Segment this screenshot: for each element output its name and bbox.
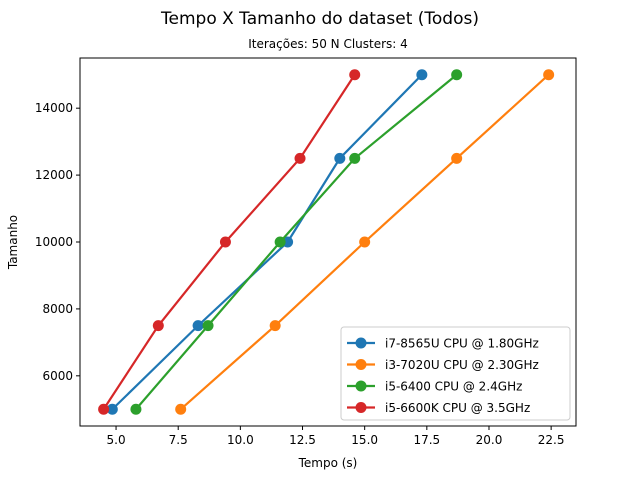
- data-point: [202, 320, 214, 332]
- data-point: [130, 403, 142, 415]
- data-point: [152, 320, 164, 332]
- data-point: [192, 320, 204, 332]
- y-tick-label: 14000: [35, 101, 73, 115]
- data-point: [98, 403, 110, 415]
- data-point: [451, 152, 463, 164]
- data-point: [349, 152, 361, 164]
- series-3: [130, 69, 463, 415]
- data-point: [106, 403, 118, 415]
- data-point: [416, 69, 428, 81]
- legend-box: [340, 326, 571, 421]
- data-point: [175, 403, 187, 415]
- x-tick-label: 15.0: [351, 433, 378, 447]
- data-point: [543, 69, 555, 81]
- legend-marker: [355, 359, 367, 370]
- x-tick-label: 10.0: [227, 433, 254, 447]
- chart-subtitle: Iterações: 50 N Clusters: 4: [248, 37, 408, 51]
- legend-entry: i3-7020U CPU @ 2.30GHz: [385, 358, 539, 372]
- data-point: [334, 152, 346, 164]
- x-tick-label: 20.0: [476, 433, 503, 447]
- plot-area: 5.0 7.5 10.0 12.5 15.0 17.5 20.0 22.5 6000 8000 10…: [35, 57, 577, 447]
- series-4: [98, 69, 361, 415]
- y-axis-label: Tamanho: [6, 215, 20, 270]
- x-tick-label: 12.5: [289, 433, 316, 447]
- legend-entry: i5-6600K CPU @ 3.5GHz: [385, 401, 530, 415]
- legend-entry: i7-8565U CPU @ 1.80GHz: [385, 337, 539, 351]
- legend-marker: [355, 337, 367, 349]
- x-tick-label: 7.5: [169, 433, 188, 447]
- data-point: [294, 152, 306, 164]
- data-point: [219, 236, 231, 248]
- x-tick-label: 22.5: [538, 433, 565, 447]
- legend-marker: [355, 380, 367, 392]
- legend-entry: i5-6400 CPU @ 2.4GHz: [385, 380, 522, 394]
- y-tick-label: 6000: [42, 369, 73, 383]
- legend: i7-8565U CPU @ 1.80GHz i3-7020U CPU @ 2.3…: [340, 326, 571, 421]
- data-point: [451, 69, 463, 81]
- x-axis-label: Tempo (s): [298, 456, 358, 470]
- y-tick-label: 10000: [35, 235, 73, 249]
- x-tick-label: 5.0: [107, 433, 126, 447]
- y-tick-label: 8000: [42, 302, 73, 316]
- data-point: [269, 320, 281, 332]
- chart-title: Tempo X Tamanho do dataset (Todos): [160, 9, 479, 29]
- data-point: [349, 69, 361, 81]
- y-tick-label: 12000: [35, 168, 73, 182]
- data-point: [359, 236, 371, 248]
- data-point: [274, 236, 286, 248]
- x-tick-label: 17.5: [413, 433, 440, 447]
- legend-marker: [355, 402, 367, 413]
- series-2: [175, 69, 555, 415]
